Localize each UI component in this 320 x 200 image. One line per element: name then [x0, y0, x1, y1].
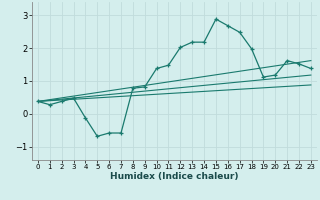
X-axis label: Humidex (Indice chaleur): Humidex (Indice chaleur)	[110, 172, 239, 181]
